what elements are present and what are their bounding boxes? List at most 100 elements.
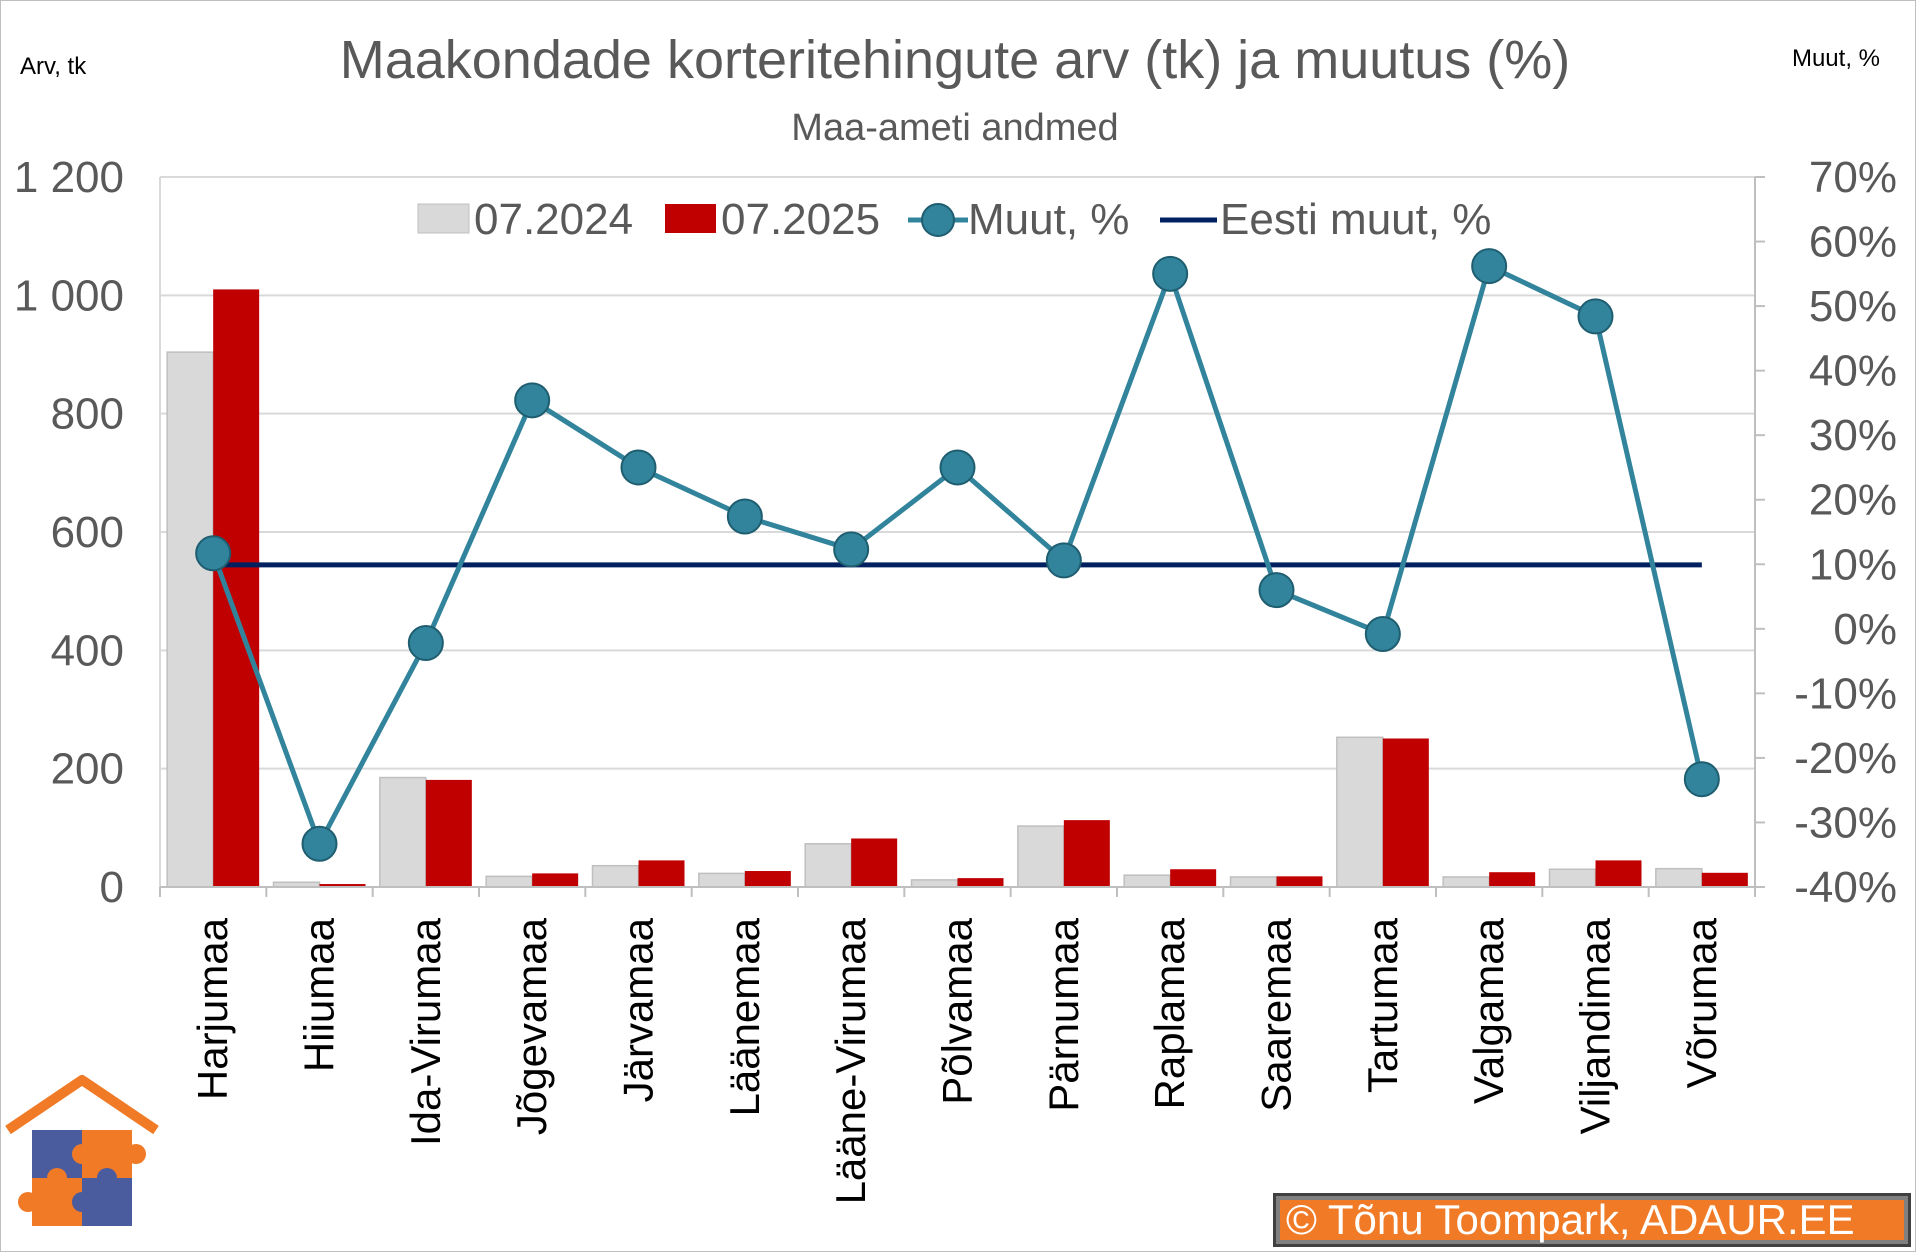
left-axis-unit: Arv, tk (20, 53, 87, 80)
bar-07.2024-Põlvamaa (910, 879, 959, 888)
y-axis-right: 70% 60% 50% 40% 30% 20% 10% 0% -10% -20% -30% -40% (1754, 153, 1897, 912)
legend-marker-muut (921, 203, 955, 237)
y-left-tick-label: 200 (51, 745, 124, 794)
marker-muut-Harjumaa (195, 535, 232, 572)
marker-muut-Viljandimaa (1577, 298, 1614, 335)
category-label: Saaremaa (1253, 917, 1300, 1111)
category-label: Harjumaa (189, 917, 236, 1100)
y-right-tick-label: 20% (1809, 476, 1897, 525)
y-right-tick-label: -10% (1794, 669, 1897, 718)
category-label: Põlvamaa (934, 917, 981, 1104)
legend-label-2025: 07.2025 (721, 195, 880, 244)
chart-title: Maakondade korteritehingute arv (tk) ja … (340, 30, 1571, 90)
marker-muut-Valgamaa (1471, 248, 1508, 285)
copyright-symbol: © (1286, 1196, 1317, 1243)
y-left-tick-label: 400 (51, 626, 124, 675)
marker-muut-Jõgevamaa (514, 382, 551, 419)
bar-07.2025-Võrumaa (1701, 872, 1748, 887)
bar-07.2024-Valgamaa (1442, 876, 1490, 888)
bar-07.2025-Järvamaa (638, 860, 685, 887)
line-muut (210, 262, 1705, 850)
credit-box: © Tõnu Toompark, ADAUR.EE (1273, 1193, 1911, 1247)
category-label: Viljandimaa (1572, 917, 1619, 1134)
y-right-tick-label: 10% (1809, 540, 1897, 589)
legend-swatch-2025 (665, 204, 716, 233)
category-label: Järvamaa (615, 917, 662, 1102)
category-label: Raplamaa (1146, 917, 1193, 1109)
logo-roof-icon (5, 1075, 159, 1135)
category-label: Võrumaa (1678, 917, 1725, 1088)
legend-swatch-2024 (417, 203, 470, 234)
marker-muut-Raplamaa (1152, 255, 1189, 292)
marker-muut-Järvamaa (620, 449, 657, 486)
y-left-tick-label: 800 (51, 390, 124, 439)
marker-muut-Hiiumaa (301, 825, 338, 862)
category-label: Valgamaa (1465, 917, 1512, 1104)
right-axis-unit: Muut, % (1792, 45, 1880, 72)
marker-muut-Läänemaa (726, 498, 763, 535)
bar-07.2025-Läänemaa (744, 871, 791, 887)
adaur-logo (5, 1075, 159, 1226)
bar-07.2025-Pärnumaa (1063, 820, 1110, 887)
bar-07.2024-Harjumaa (166, 351, 214, 888)
bar-07.2025-Hiiumaa (319, 884, 366, 887)
bar-07.2024-Raplamaa (1123, 874, 1171, 888)
bar-07.2025-Harjumaa (213, 289, 260, 888)
marker-muut-Tartumaa (1364, 615, 1401, 652)
bar-07.2025-Ida-Virumaa (425, 779, 472, 887)
bar-07.2025-Saaremaa (1276, 876, 1323, 887)
y-right-tick-label: 60% (1809, 218, 1897, 267)
y-right-tick-label: -30% (1794, 798, 1897, 847)
bar-07.2024-Saaremaa (1229, 876, 1278, 888)
marker-muut-Lääne-Virumaa (833, 531, 870, 568)
bar-07.2024-Lääne-Virumaa (804, 843, 852, 888)
bar-07.2024-Läänemaa (698, 872, 746, 888)
y-right-tick-label: 0% (1833, 605, 1897, 654)
bar-07.2024-Järvamaa (591, 864, 640, 888)
legend-label-eesti: Eesti muut, % (1220, 195, 1491, 244)
y-left-tick-label: 0 (100, 863, 124, 912)
y-left-tick-label: 1 000 (14, 271, 124, 320)
bar-07.2025-Põlvamaa (957, 878, 1004, 887)
lines (195, 248, 1720, 862)
category-labels: Harjumaa Hiiumaa Ida-Virumaa Jõgevamaa Järva… (189, 917, 1725, 1204)
bar-07.2025-Lääne-Virumaa (851, 838, 898, 887)
y-axis-left: 1 200 1 000 800 600 400 200 0 (14, 153, 161, 912)
bar-07.2025-Viljandimaa (1595, 860, 1642, 887)
legend-label-muut: Muut, % (968, 195, 1129, 244)
category-label: Läänemaa (721, 917, 768, 1116)
marker-muut-Põlvamaa (939, 449, 976, 486)
y-right-tick-label: 70% (1809, 153, 1897, 202)
y-left-tick-label: 600 (51, 508, 124, 557)
credit-text: Tõnu Toompark, ADAUR.EE (1327, 1196, 1855, 1243)
legend: 07.2024 07.2025 Muut, % Eesti muut, % (417, 195, 1491, 244)
category-label: Ida-Virumaa (402, 917, 449, 1146)
category-label: Jõgevamaa (508, 917, 555, 1135)
bar-07.2024-Viljandimaa (1548, 868, 1597, 888)
y-right-tick-label: 30% (1809, 411, 1897, 460)
marker-muut-Pärnumaa (1045, 542, 1082, 579)
legend-label-2024: 07.2024 (474, 195, 633, 244)
bar-07.2024-Tartumaa (1336, 736, 1384, 888)
category-label: Pärnumaa (1040, 917, 1087, 1111)
bar-07.2025-Tartumaa (1382, 738, 1429, 887)
category-label: Tartumaa (1359, 917, 1406, 1093)
bar-07.2025-Jõgevamaa (532, 873, 579, 887)
bar-07.2025-Valgamaa (1489, 872, 1536, 887)
category-label: Hiiumaa (296, 917, 343, 1072)
marker-muut-Ida-Virumaa (407, 625, 444, 662)
bar-07.2025-Raplamaa (1170, 869, 1217, 887)
marker-muut-Saaremaa (1258, 572, 1295, 609)
y-right-tick-label: -40% (1794, 863, 1897, 912)
chart-subtitle: Maa-ameti andmed (791, 107, 1118, 149)
bar-07.2024-Võrumaa (1655, 867, 1703, 888)
y-left-tick-label: 1 200 (14, 153, 124, 202)
y-right-tick-label: 50% (1809, 282, 1897, 331)
marker-muut-Võrumaa (1683, 761, 1720, 798)
bar-07.2024-Ida-Virumaa (379, 776, 427, 888)
bar-07.2024-Jõgevamaa (485, 875, 533, 888)
bars (166, 289, 1748, 888)
y-right-tick-label: 40% (1809, 347, 1897, 396)
bar-07.2024-Pärnumaa (1017, 825, 1065, 888)
